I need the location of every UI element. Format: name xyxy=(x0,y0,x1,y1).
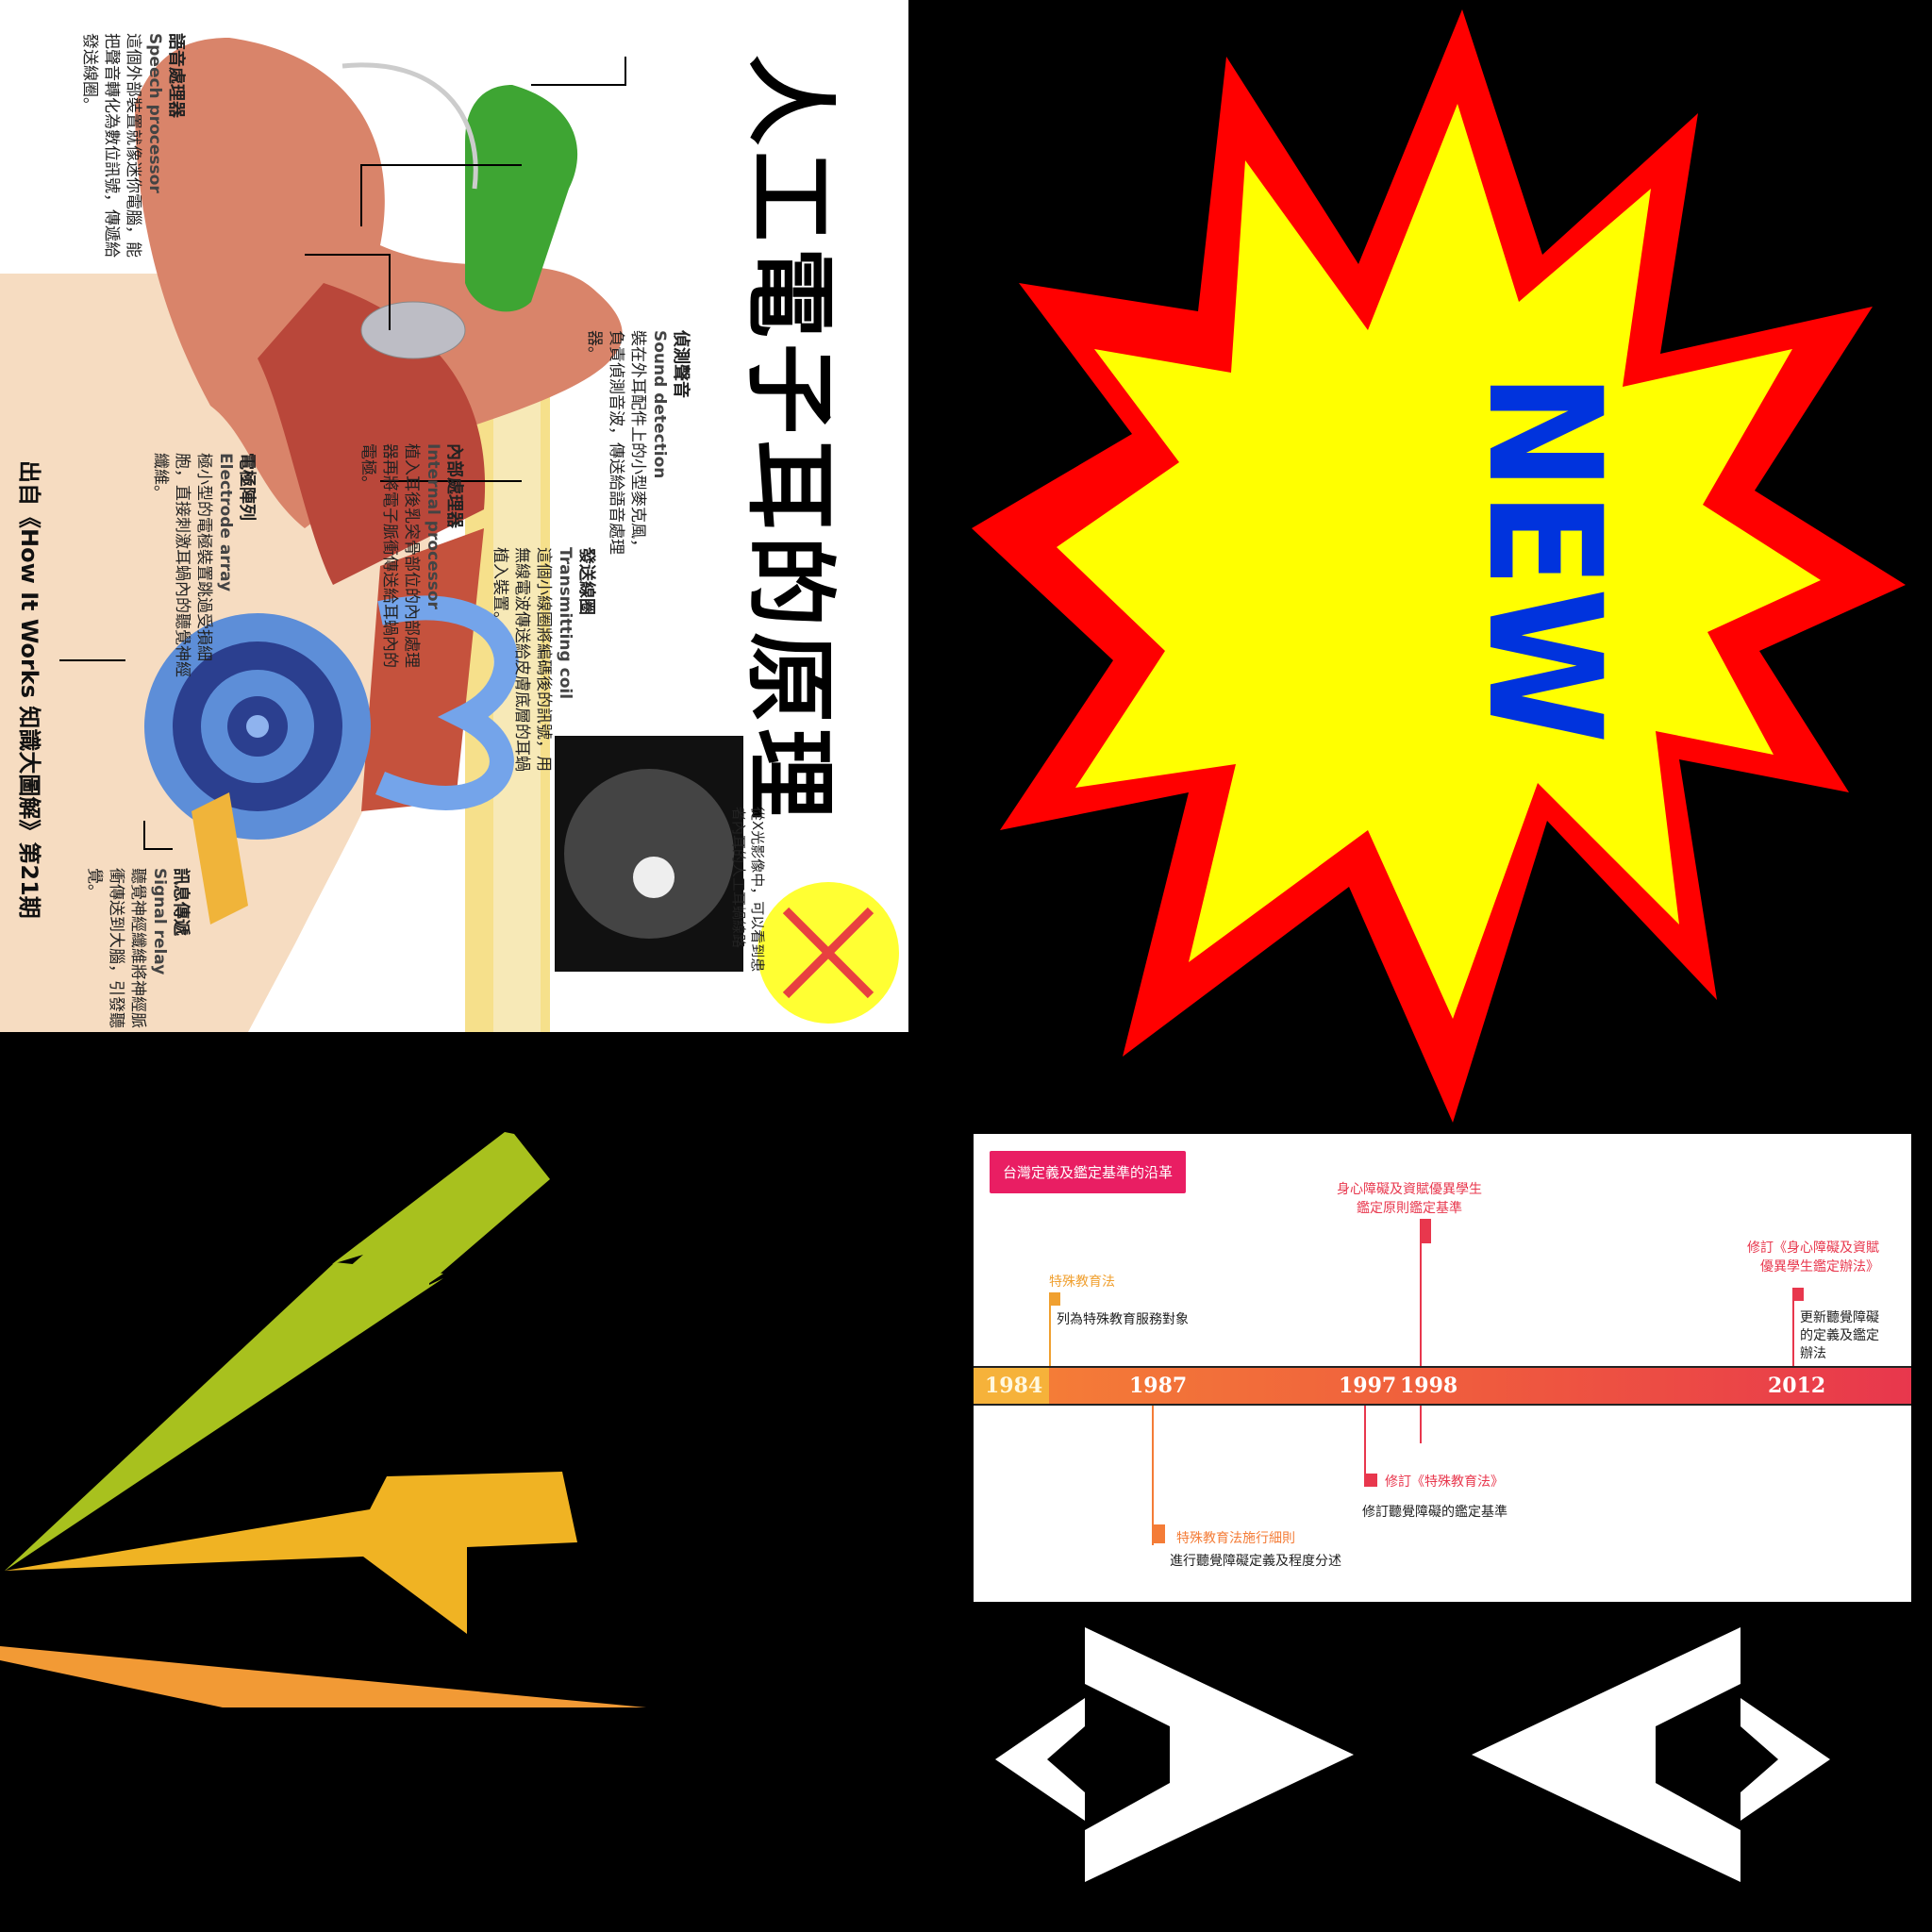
ear-illustration xyxy=(0,38,899,1032)
bolt-orange xyxy=(0,1646,670,1707)
label-signal-relay: 訊息傳遞 Signal relay 聽覺神經纖維將神經脈衝傳送到大腦，引發聽覺。 xyxy=(85,868,191,1028)
event-1984-text: 列為特殊教育服務對象 xyxy=(1057,1312,1189,1327)
year-2012: 2012 xyxy=(1768,1374,1826,1398)
transmitting-coil-device xyxy=(360,301,466,359)
event-1997-text: 修訂聽覺障礙的鑑定基準 xyxy=(1362,1505,1507,1520)
speech-processor-device xyxy=(465,85,578,312)
skin-layer xyxy=(493,358,541,1032)
starburst-inner xyxy=(1057,104,1821,1019)
event-1987-line xyxy=(1152,1406,1154,1545)
event-1998-line xyxy=(1420,1243,1422,1443)
event-2012-heading: 修訂《身心障礙及資賦 優異學生鑑定辦法》 xyxy=(1747,1241,1879,1274)
timeline-bar xyxy=(974,1368,1911,1404)
close-icon xyxy=(782,907,874,999)
event-1987-heading: 特殊教育法施行細則 xyxy=(1176,1531,1295,1546)
event-1997-line xyxy=(1364,1406,1366,1483)
label-electrode-array: 電極陣列 Electrode array 極小型的電極裝置跳過受損細胞，直接刺激… xyxy=(151,453,257,677)
event-1984-heading: 特殊教育法 xyxy=(1049,1274,1115,1290)
outer-ear xyxy=(135,38,623,528)
year-1987: 1987 xyxy=(1129,1374,1188,1398)
event-1984-marker xyxy=(1049,1292,1060,1306)
bolt-green-lower xyxy=(5,1262,443,1571)
event-2012-text: 更新聽覺障礙 的定義及鑑定 辦法 xyxy=(1800,1310,1879,1361)
event-1997-heading: 修訂《特殊教育法》 xyxy=(1385,1474,1504,1490)
event-2012-marker xyxy=(1792,1288,1804,1301)
auditory-nerve xyxy=(192,792,248,924)
label-sound-detection: 偵測聲音 Sound detection 裝在外耳配件上的小型麥克風，負責偵測音… xyxy=(585,330,691,555)
chevron-arrows xyxy=(995,1627,1830,1882)
infographic-title: 人工電子耳的原理 xyxy=(737,55,842,824)
event-1987-text: 進行聽覺障礙定義及程度分述 xyxy=(1170,1554,1341,1569)
event-2012-line xyxy=(1792,1301,1794,1368)
history-timeline: 台灣定義及鑑定基準的沿革 身心障礙及資賦優異學生 鑑定原則鑑定基準 特殊教育法 … xyxy=(974,1134,1911,1602)
chevron-left-icon xyxy=(1472,1627,1830,1882)
timeline-tag: 台灣定義及鑑定基準的沿革 xyxy=(990,1151,1187,1193)
label-internal-processor: 內部處理器 Internal processor 植入耳後乳突骨部位的內部處理器… xyxy=(358,443,464,668)
year-1984: 1984 xyxy=(985,1374,1043,1398)
bolt-yellow xyxy=(5,1472,577,1634)
year-1997: 1997 xyxy=(1339,1374,1397,1398)
chevron-right-icon xyxy=(995,1627,1354,1882)
label-transmitting-coil: 發送線圈 Transmitting coil 這個小線圈將編碼後的訊號，用無線電… xyxy=(491,547,596,772)
event-1998-heading: 身心障礙及資賦優異學生 鑑定原則鑑定基準 xyxy=(1337,1182,1482,1216)
label-speech-processor: 語音處理器 Speech processor 這個外部裝置就像迷你電腦，能把聲音… xyxy=(80,33,186,258)
new-starburst: NEW xyxy=(972,9,1906,1123)
semicircular-canals xyxy=(375,595,519,810)
event-1997-marker xyxy=(1364,1474,1377,1487)
event-1984-line xyxy=(1049,1306,1051,1368)
event-1987-marker xyxy=(1152,1524,1165,1543)
lightning-bolts xyxy=(0,1132,670,1707)
ear-canal xyxy=(258,283,485,585)
new-text: NEW xyxy=(1453,373,1633,743)
event-1998-marker xyxy=(1420,1219,1431,1243)
cochlear-implant-infographic: 人工電子耳的原理 語音處理器 Speech processor 這個外部裝置就像… xyxy=(0,0,908,1032)
year-1998: 1998 xyxy=(1400,1374,1458,1398)
source-credit: 出自《How It Works 知識大圖解》第21期 xyxy=(16,460,42,919)
xray-caption: 從X光影像中，可以看到患者內耳的人工耳蝸線路 xyxy=(730,807,766,973)
